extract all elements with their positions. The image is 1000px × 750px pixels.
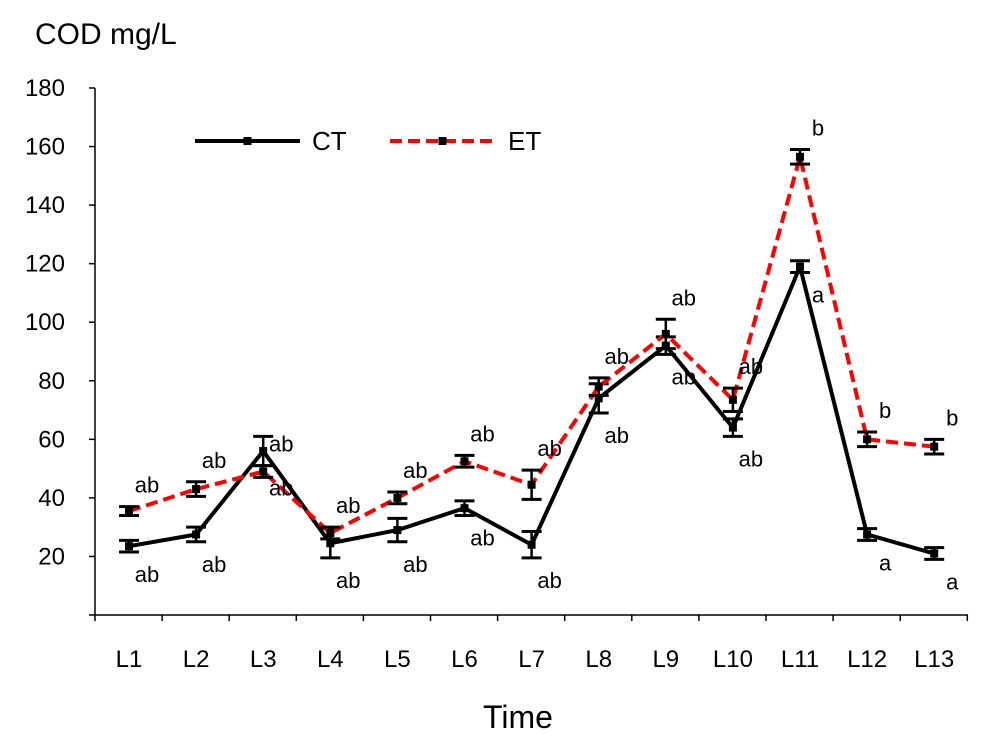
x-tick-label: L8 [585, 646, 612, 673]
data-point-ct [393, 526, 402, 535]
x-tick-label: L9 [652, 646, 679, 673]
data-point-et [393, 493, 402, 502]
sig-label-ct: ab [269, 476, 293, 501]
y-tick-label: 140 [25, 192, 65, 219]
y-tick-label: 180 [25, 75, 65, 102]
x-tick-label: L4 [317, 646, 344, 673]
y-tick-label: 60 [38, 426, 65, 453]
data-point-ct [192, 530, 201, 539]
data-point-ct [930, 549, 939, 558]
data-point-ct [125, 542, 133, 551]
y-tick-label: 100 [25, 309, 65, 336]
sig-label-et: ab [604, 344, 628, 369]
sig-label-ct: ab [403, 552, 427, 577]
sig-label-et: ab [537, 436, 561, 461]
data-point-et [930, 442, 939, 451]
sig-label-et: ab [135, 473, 159, 498]
sig-label-ct: ab [604, 423, 628, 448]
data-point-ct [259, 447, 268, 456]
x-tick-label: L1 [116, 646, 143, 673]
y-tick-label: 160 [25, 134, 65, 161]
sig-label-et: ab [202, 448, 226, 473]
data-point-ct [728, 423, 737, 432]
data-point-et [125, 507, 133, 516]
data-point-et [460, 457, 469, 466]
x-tick-label: L12 [847, 646, 887, 673]
sig-label-ct: ab [739, 446, 763, 471]
data-point-ct [796, 262, 804, 271]
axes: 20 40 60 80 100 120 140 160 180 L1 L2 L3 L4 L5 L6 L7 L8 L… [25, 75, 969, 673]
sig-label-ct: ab [336, 568, 360, 593]
x-tick-label: L10 [713, 646, 753, 673]
legend-item-et: ET [390, 126, 541, 156]
sig-label-et: ab [403, 458, 427, 483]
data-point-et [661, 329, 670, 338]
data-point-et [192, 485, 201, 494]
sig-label-ct: a [812, 282, 825, 307]
series-layer [119, 147, 945, 561]
sig-label-et: ab [739, 354, 763, 379]
legend-label: ET [508, 126, 541, 156]
sig-label-et: ab [672, 285, 696, 310]
data-point-et [728, 395, 737, 404]
data-point-et [796, 152, 804, 161]
sig-label-et: ab [269, 432, 293, 457]
y-axis-label: COD mg/L [35, 18, 177, 51]
sig-label-ct: ab [537, 568, 561, 593]
data-point-ct [863, 530, 872, 539]
legend-marker [243, 137, 252, 145]
sig-label-ct: a [879, 550, 892, 575]
sig-label-ct: a [946, 569, 959, 594]
series-et [119, 147, 945, 541]
x-tick-label: L6 [451, 646, 478, 673]
legend-label: CT [312, 126, 347, 156]
sig-label-et: ab [470, 421, 494, 446]
data-point-ct [326, 539, 335, 548]
legend-item-ct: CT [195, 126, 347, 156]
y-tick-label: 40 [38, 485, 65, 512]
x-tick-label: L3 [250, 646, 277, 673]
legend: CT ET [195, 126, 541, 156]
significance-labels: ab ab ab ab ab ab ab ab ab ab a a a ab ab ab ab ab ab ab ab a… [135, 115, 959, 594]
data-point-et [326, 529, 335, 538]
x-axis-label: Time [483, 699, 553, 735]
x-tick-label: L11 [781, 646, 819, 673]
sig-label-ct: ab [470, 525, 494, 550]
sig-label-ct: ab [202, 552, 226, 577]
x-tick-label: L2 [183, 646, 210, 673]
data-point-ct [460, 504, 469, 513]
sig-label-ct: ab [135, 562, 159, 587]
x-tick-label: L7 [518, 646, 545, 673]
y-tick-label: 120 [25, 251, 65, 278]
data-point-ct [527, 540, 536, 549]
sig-label-et: ab [336, 493, 360, 518]
data-point-et [863, 435, 872, 444]
sig-label-et: b [879, 398, 891, 423]
sig-label-et: b [946, 405, 958, 430]
sig-label-ct: ab [672, 364, 696, 389]
series-line-ct [128, 264, 935, 556]
data-point-et [594, 382, 603, 391]
legend-marker [438, 137, 447, 145]
data-point-et [527, 480, 536, 489]
data-point-et [259, 467, 268, 476]
sig-label-et: b [812, 115, 824, 140]
data-point-ct [594, 394, 603, 403]
y-tick-label: 80 [38, 368, 65, 395]
x-tick-label: L13 [914, 646, 954, 673]
x-tick-label: L5 [384, 646, 411, 673]
y-tick-label: 20 [38, 543, 65, 570]
